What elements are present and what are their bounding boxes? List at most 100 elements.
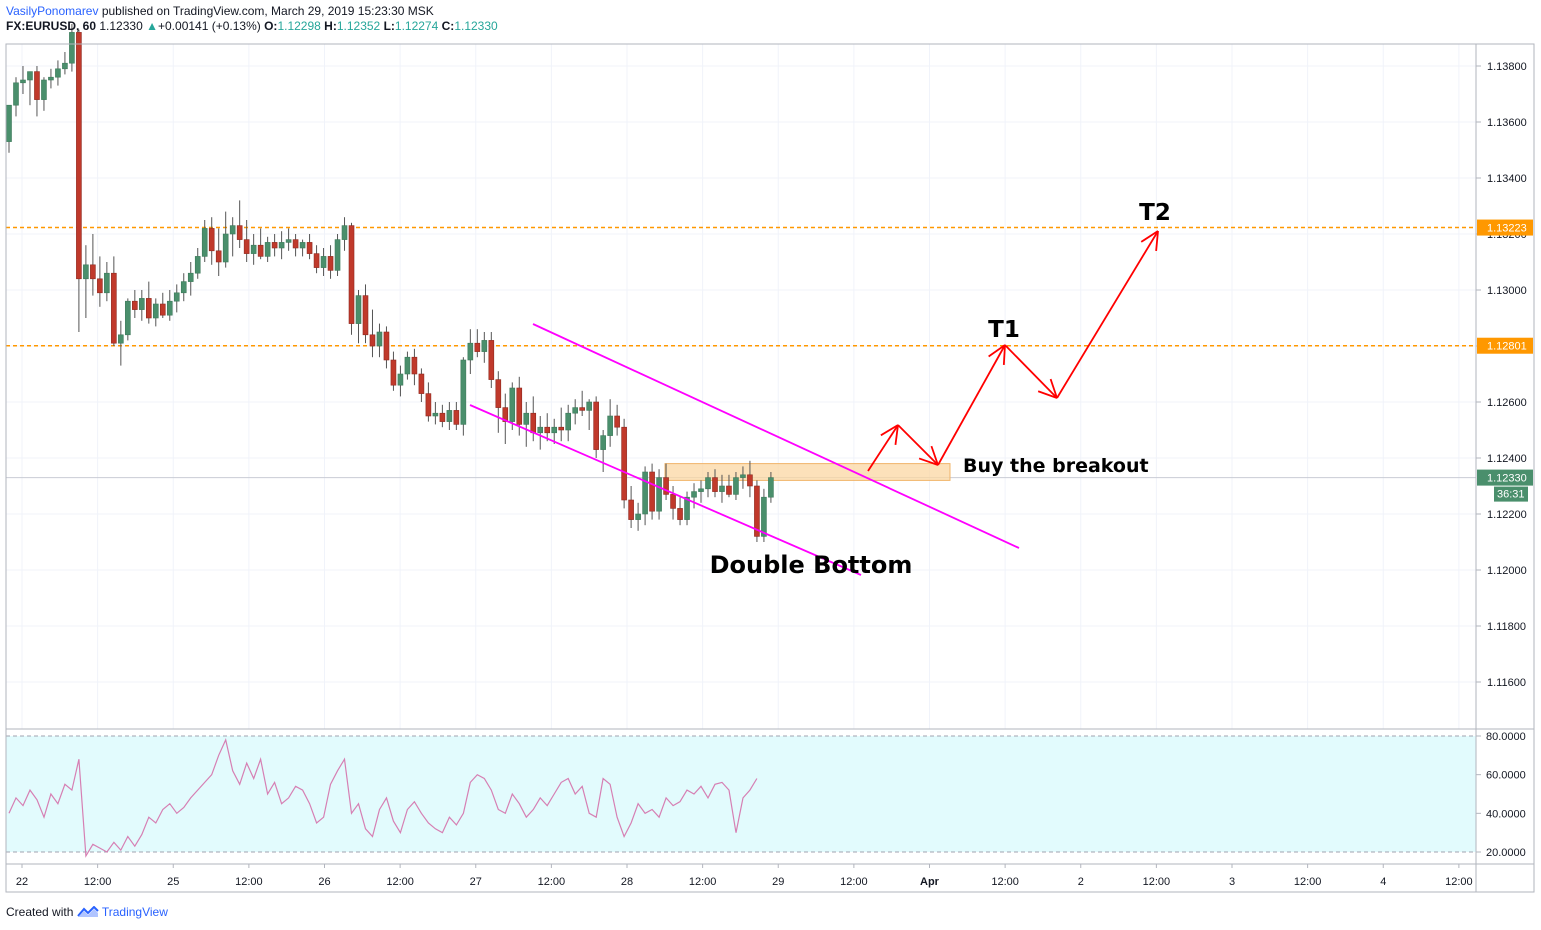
candle[interactable] (474, 329, 481, 358)
candle[interactable] (586, 399, 592, 430)
candle[interactable] (236, 200, 243, 248)
candle[interactable] (306, 234, 313, 260)
candle[interactable] (551, 418, 558, 444)
candle[interactable] (341, 217, 348, 251)
candle[interactable] (656, 469, 662, 520)
candle[interactable] (355, 290, 362, 344)
candle[interactable] (726, 474, 732, 498)
candle[interactable] (132, 290, 138, 318)
candle[interactable] (446, 402, 453, 430)
candle[interactable] (607, 399, 613, 447)
candle[interactable] (166, 290, 173, 321)
candle[interactable] (243, 220, 250, 262)
candle[interactable] (439, 404, 446, 428)
candle[interactable] (201, 220, 208, 262)
candle[interactable] (509, 382, 516, 430)
candle[interactable] (173, 284, 180, 313)
candle[interactable] (76, 29, 82, 332)
candle[interactable] (397, 365, 404, 397)
candle[interactable] (705, 472, 711, 498)
candle[interactable] (229, 217, 236, 257)
candle[interactable] (285, 228, 292, 251)
candle[interactable] (139, 290, 145, 321)
candle[interactable] (740, 466, 746, 489)
candle[interactable] (537, 416, 544, 450)
candle[interactable] (747, 460, 753, 498)
candle[interactable] (600, 430, 606, 472)
candle[interactable] (467, 329, 474, 374)
candle[interactable] (118, 320, 124, 366)
candle[interactable] (481, 332, 488, 363)
candle[interactable] (320, 248, 327, 276)
symbol-label[interactable]: FX:EURUSD, 60 (6, 19, 97, 33)
candle[interactable] (222, 211, 229, 268)
candle[interactable] (390, 351, 397, 391)
candle[interactable] (69, 24, 75, 72)
candle[interactable] (488, 332, 495, 388)
candle[interactable] (376, 323, 383, 358)
candle[interactable] (663, 463, 669, 500)
candle[interactable] (649, 463, 655, 520)
candle[interactable] (152, 298, 159, 327)
channel-lower-line[interactable] (469, 404, 862, 576)
rsi-axis[interactable]: 80.0000 60.0000 40.0000 20.0000 (1476, 731, 1526, 859)
candle[interactable] (13, 77, 19, 117)
candle[interactable] (712, 469, 718, 498)
candle[interactable] (146, 281, 152, 324)
candle[interactable] (698, 480, 704, 503)
candle[interactable] (453, 402, 460, 430)
price-pane[interactable] (6, 44, 1476, 729)
candle[interactable] (271, 234, 278, 257)
candle[interactable] (83, 245, 89, 318)
candle[interactable] (565, 404, 572, 442)
candle[interactable] (502, 393, 509, 444)
candle[interactable] (125, 298, 131, 341)
candle[interactable] (327, 245, 334, 279)
candle[interactable] (313, 245, 320, 274)
candle[interactable] (614, 404, 620, 436)
tradingview-link[interactable]: TradingView (101, 905, 168, 919)
candle[interactable] (768, 472, 774, 503)
candle[interactable] (635, 502, 641, 531)
candle[interactable] (432, 402, 439, 425)
candle[interactable] (579, 390, 585, 416)
candle[interactable] (334, 234, 341, 276)
channel-upper-line[interactable] (532, 323, 1020, 549)
candle[interactable] (460, 357, 467, 436)
candle[interactable] (250, 234, 257, 265)
candle[interactable] (62, 52, 68, 75)
candle[interactable] (180, 273, 187, 302)
candle[interactable] (558, 407, 565, 442)
candle[interactable] (41, 77, 47, 111)
candle[interactable] (111, 256, 117, 346)
candle[interactable] (369, 309, 376, 358)
candle[interactable] (719, 474, 725, 503)
candle[interactable] (34, 66, 40, 117)
candle[interactable] (215, 228, 222, 276)
time-axis[interactable]: 22 12:00 25 12:00 26 12:00 27 12:00 28 12:00 29 12:… (16, 864, 1473, 888)
candle[interactable] (754, 480, 760, 542)
author-link[interactable]: VasilyPonomarev (6, 4, 99, 18)
candle[interactable] (411, 348, 418, 386)
candle[interactable] (670, 486, 676, 520)
candle[interactable] (208, 217, 215, 265)
candle[interactable] (495, 371, 502, 433)
candle[interactable] (159, 292, 166, 318)
candle[interactable] (299, 239, 306, 257)
candle[interactable] (48, 68, 54, 89)
candle[interactable] (628, 486, 634, 528)
rsi-line[interactable] (8, 738, 758, 858)
candle[interactable] (691, 483, 697, 509)
candle[interactable] (684, 491, 690, 526)
price-axis[interactable]: 1.138001.136001.134001.132001.130001.128… (1476, 61, 1533, 689)
candle[interactable] (621, 418, 627, 509)
candle[interactable] (27, 71, 33, 106)
candle[interactable] (404, 351, 411, 380)
candle[interactable] (292, 234, 299, 257)
candle[interactable] (187, 262, 194, 296)
candle[interactable] (572, 399, 578, 425)
candle[interactable] (348, 222, 355, 335)
candle[interactable] (383, 326, 390, 369)
candle[interactable] (544, 413, 551, 442)
candle[interactable] (264, 236, 271, 262)
